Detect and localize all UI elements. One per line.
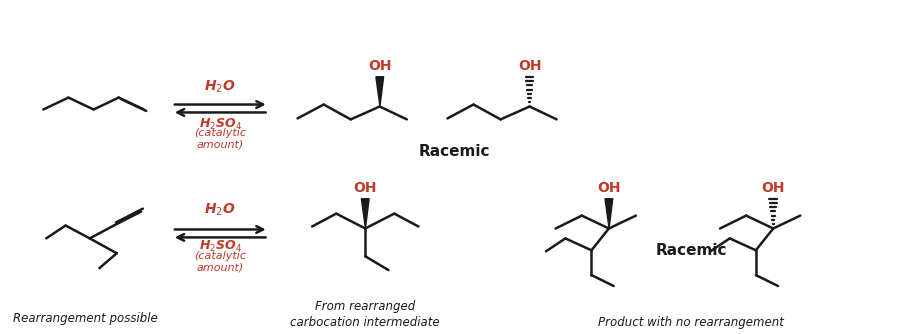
Text: Product with no rearrangement: Product with no rearrangement bbox=[598, 316, 784, 329]
Polygon shape bbox=[376, 77, 384, 107]
Text: H$_2$SO$_4$: H$_2$SO$_4$ bbox=[199, 239, 242, 255]
Text: H$_2$O: H$_2$O bbox=[205, 201, 236, 217]
Text: H$_2$SO$_4$: H$_2$SO$_4$ bbox=[199, 117, 242, 132]
Text: OH: OH bbox=[518, 59, 542, 73]
Text: OH: OH bbox=[762, 181, 785, 195]
Text: Racemic: Racemic bbox=[418, 144, 490, 159]
Text: (catalytic
amount): (catalytic amount) bbox=[195, 128, 246, 150]
Polygon shape bbox=[605, 199, 613, 228]
Text: H$_2$O: H$_2$O bbox=[205, 78, 236, 95]
Text: From rearranged
carbocation intermediate: From rearranged carbocation intermediate bbox=[291, 300, 440, 329]
Text: OH: OH bbox=[354, 181, 377, 195]
Text: Racemic: Racemic bbox=[655, 243, 727, 259]
Text: (catalytic
amount): (catalytic amount) bbox=[195, 251, 246, 273]
Polygon shape bbox=[362, 199, 369, 228]
Text: Rearrangement possible: Rearrangement possible bbox=[13, 312, 157, 325]
Text: OH: OH bbox=[368, 59, 392, 73]
Text: OH: OH bbox=[597, 181, 621, 195]
